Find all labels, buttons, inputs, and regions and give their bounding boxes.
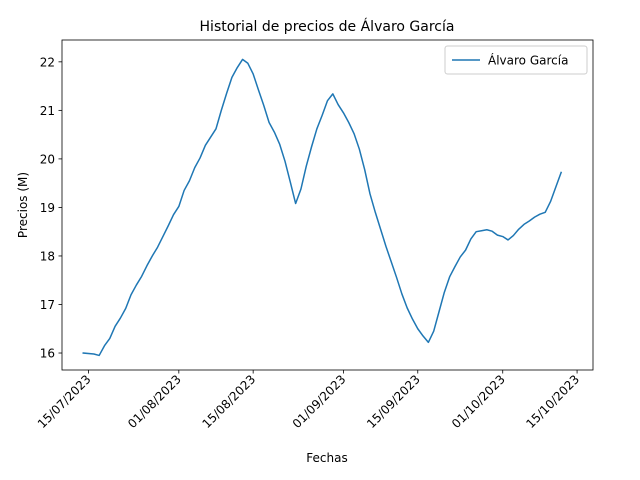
y-axis-label: Precios (M) [16, 172, 30, 238]
y-tick-label: 22 [40, 55, 55, 69]
x-axis-label: Fechas [306, 451, 347, 465]
legend: Álvaro García [444, 45, 588, 75]
legend-frame [444, 45, 588, 75]
y-tick-label: 20 [40, 152, 55, 166]
y-tick-label: 19 [40, 201, 55, 215]
axes-frame [61, 39, 594, 371]
y-tick-label: 21 [40, 104, 55, 118]
series-line-0 [82, 58, 563, 357]
y-tick-label: 16 [40, 347, 55, 361]
chart-title: Historial de precios de Álvaro García [200, 18, 455, 35]
legend-label: Álvaro García [488, 53, 568, 68]
y-tick-label: 17 [40, 298, 55, 312]
y-tick-label: 18 [40, 249, 55, 263]
